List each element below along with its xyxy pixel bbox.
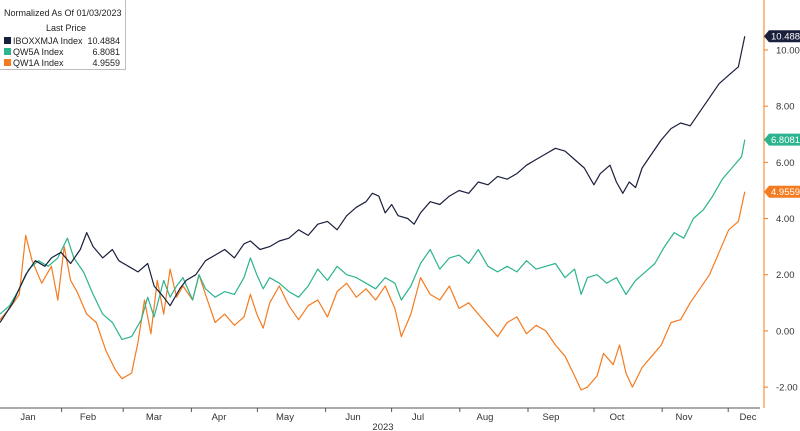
x-tick-label: Aug (477, 412, 494, 423)
legend-subtitle: Last Price (46, 23, 87, 33)
legend-series-name: IBOXXMJA Index (13, 36, 83, 46)
legend-swatch-1 (4, 48, 11, 55)
legend-entry: QW1A Index 4.9559 (4, 58, 122, 69)
last-value-badge: 10.4884 (764, 30, 800, 43)
y-tick-label: 6.00 (776, 158, 795, 169)
x-axis: Jan Feb Mar Apr May Jun Jul Aug Sep Oct Nov Dec 2023 (0, 407, 760, 431)
y-tick-label: 8.00 (776, 102, 795, 113)
badge-shape (764, 133, 800, 146)
legend-series-name: QW5A Index (13, 47, 64, 57)
x-tick-label: Dec (740, 412, 757, 423)
plot-area (0, 36, 746, 391)
series-line-qw5a (0, 139, 746, 340)
x-tick-label: Mar (146, 412, 162, 423)
legend-swatch-0 (4, 37, 11, 44)
x-tick-label: May (276, 412, 294, 423)
last-value-badge: 6.8081 (764, 133, 800, 146)
y-tick-label: 10.00 (776, 45, 800, 56)
y-tick-label: -2.00 (776, 383, 798, 394)
badge-shape (764, 185, 800, 198)
x-tick-label: Feb (80, 412, 96, 423)
y-tick-label: 0.00 (776, 326, 795, 337)
legend-entry: IBOXXMJA Index 10.4884 (4, 36, 122, 47)
badge-shape (764, 30, 800, 43)
y-axis: 10.00 8.00 6.00 4.00 2.00 0.00 -2.00 10.4884 6.8… (763, 0, 800, 408)
x-tick-label: Jul (412, 412, 424, 423)
legend-series-value: 6.8081 (92, 47, 120, 57)
x-axis-title: 2023 (372, 422, 393, 431)
badge-label: 6.8081 (771, 135, 800, 146)
x-tick-label: Nov (676, 412, 693, 423)
badge-label: 4.9559 (771, 187, 800, 198)
badge-label: 10.4884 (771, 32, 800, 43)
y-tick-label: 4.00 (776, 214, 795, 225)
legend-series-value: 10.4884 (87, 36, 120, 46)
legend-series-value: 4.9559 (92, 58, 120, 68)
legend-title: Normalized As Of 01/03/2023 (4, 8, 122, 18)
y-tick-label: 2.00 (776, 270, 795, 281)
legend-entry: QW5A Index 6.8081 (4, 47, 122, 58)
x-tick-label: Apr (212, 412, 227, 423)
legend-series-name: QW1A Index (13, 58, 64, 68)
series-line-iboxxmja (0, 36, 746, 323)
legend-swatch-2 (4, 59, 11, 66)
x-tick-label: Oct (610, 412, 625, 423)
last-value-badge: 4.9559 (764, 185, 800, 198)
series-line-qw1a (0, 191, 746, 391)
x-tick-label: Jun (345, 412, 360, 423)
legend: Normalized As Of 01/03/2023 Last Price I… (0, 0, 126, 70)
x-tick-label: Sep (543, 412, 560, 423)
x-tick-label: Jan (20, 412, 35, 423)
